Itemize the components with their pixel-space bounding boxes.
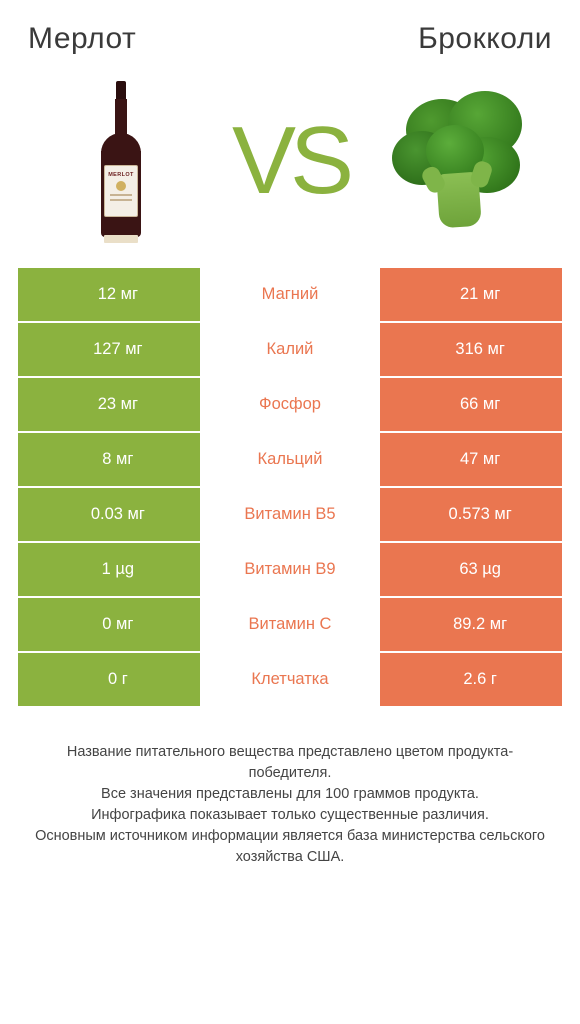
- right-value: 63 µg: [380, 543, 562, 598]
- left-value: 12 мг: [18, 268, 200, 323]
- table-row: 8 мгКальций47 мг: [18, 433, 562, 488]
- broccoli-icon: [384, 91, 534, 231]
- nutrient-name: Витамин B5: [200, 488, 381, 543]
- table-row: 0.03 мгВитамин B50.573 мг: [18, 488, 562, 543]
- left-value: 127 мг: [18, 323, 200, 378]
- table-row: 12 мгМагний21 мг: [18, 268, 562, 323]
- nutrient-name: Витамин C: [200, 598, 381, 653]
- left-value: 0.03 мг: [18, 488, 200, 543]
- wine-label-text: MERLOT: [108, 172, 134, 178]
- footnote-line: Название питательного вещества представл…: [67, 744, 513, 781]
- left-value: 1 µg: [18, 543, 200, 598]
- left-product-title: Мерлот: [28, 22, 136, 56]
- nutrient-name: Клетчатка: [200, 653, 381, 708]
- nutrient-name: Витамин B9: [200, 543, 381, 598]
- right-product-title: Брокколи: [418, 22, 552, 56]
- infographic-container: Мерлот Брокколи MERLOT VS 12 мгМагний21 …: [0, 0, 580, 868]
- footnote-line: Инфографика показывает только существенн…: [91, 807, 489, 823]
- table-row: 0 мгВитамин C89.2 мг: [18, 598, 562, 653]
- right-value: 89.2 мг: [380, 598, 562, 653]
- right-product-image: [384, 76, 534, 246]
- table-row: 23 мгФосфор66 мг: [18, 378, 562, 433]
- footnote-line: Все значения представлены для 100 граммо…: [101, 786, 479, 802]
- footnote-line: Основным источником информации является …: [35, 828, 545, 865]
- nutrient-name: Фосфор: [200, 378, 381, 433]
- right-value: 66 мг: [380, 378, 562, 433]
- left-product-image: MERLOT: [46, 76, 196, 246]
- nutrient-name: Кальций: [200, 433, 381, 488]
- table-row: 1 µgВитамин B963 µg: [18, 543, 562, 598]
- images-row: MERLOT VS: [18, 70, 562, 268]
- table-row: 127 мгКалий316 мг: [18, 323, 562, 378]
- left-value: 23 мг: [18, 378, 200, 433]
- comparison-table: 12 мгМагний21 мг127 мгКалий316 мг23 мгФо…: [18, 268, 562, 708]
- nutrient-name: Калий: [200, 323, 381, 378]
- footnote: Название питательного вещества представл…: [18, 708, 562, 868]
- right-value: 2.6 г: [380, 653, 562, 708]
- table-row: 0 гКлетчатка2.6 г: [18, 653, 562, 708]
- header: Мерлот Брокколи: [18, 22, 562, 70]
- right-value: 21 мг: [380, 268, 562, 323]
- nutrient-name: Магний: [200, 268, 381, 323]
- left-value: 8 мг: [18, 433, 200, 488]
- left-value: 0 г: [18, 653, 200, 708]
- vs-label: VS: [232, 113, 348, 209]
- right-value: 0.573 мг: [380, 488, 562, 543]
- left-value: 0 мг: [18, 598, 200, 653]
- wine-bottle-icon: MERLOT: [99, 81, 143, 241]
- right-value: 316 мг: [380, 323, 562, 378]
- right-value: 47 мг: [380, 433, 562, 488]
